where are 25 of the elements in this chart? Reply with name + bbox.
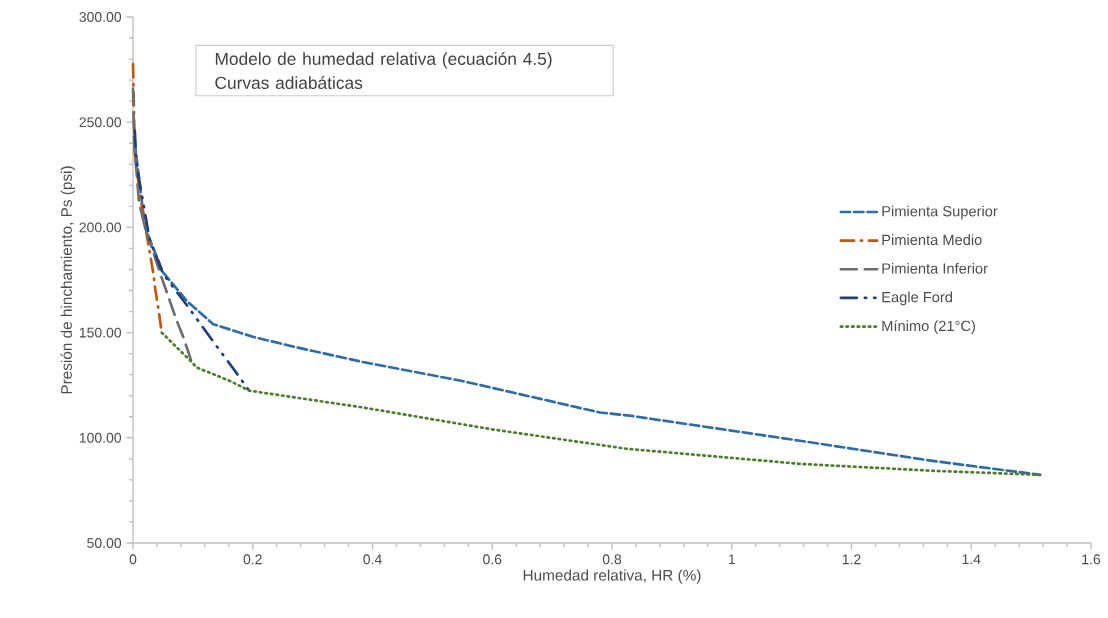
legend-label: Mínimo (21°C) [882, 320, 975, 334]
x-tick-label: 1.4 [962, 554, 981, 564]
x-axis-title: Humedad relativa, HR (%) [523, 569, 701, 584]
y-tick-label: 150.00 [79, 327, 122, 338]
y-tick-label: 100.00 [79, 432, 122, 443]
legend-label: Eagle Ford [882, 291, 953, 306]
x-tick-label: 0.6 [483, 554, 502, 565]
x-tick-label: 0.4 [363, 554, 382, 565]
x-tick-label: 1 [728, 554, 735, 564]
x-tick-label: 0.2 [243, 554, 262, 565]
x-tick-label: 1.2 [842, 554, 861, 565]
x-tick-label: 0.8 [602, 554, 622, 565]
y-tick-label: 50.00 [87, 538, 122, 548]
legend-label: Pimienta Inferior [882, 262, 988, 274]
y-tick-label: 200.00 [79, 222, 122, 233]
y-tick-label: 300.00 [79, 12, 122, 22]
x-tick-label: 1.6 [1082, 554, 1101, 565]
x-tick-label: 0 [129, 554, 137, 565]
legend-label: Pimienta Superior [882, 205, 998, 220]
line-series [133, 129, 251, 392]
text: Curvas adiabáticas [215, 76, 363, 89]
y-axis-title: Presión de hinchamiento, Ps (psi) [60, 166, 75, 394]
y-tick-label: 250.00 [79, 117, 122, 128]
text: Modelo de humedad relativa (ecuación 4.5) [215, 52, 552, 69]
legend-label: Pimienta Medio [882, 234, 982, 246]
